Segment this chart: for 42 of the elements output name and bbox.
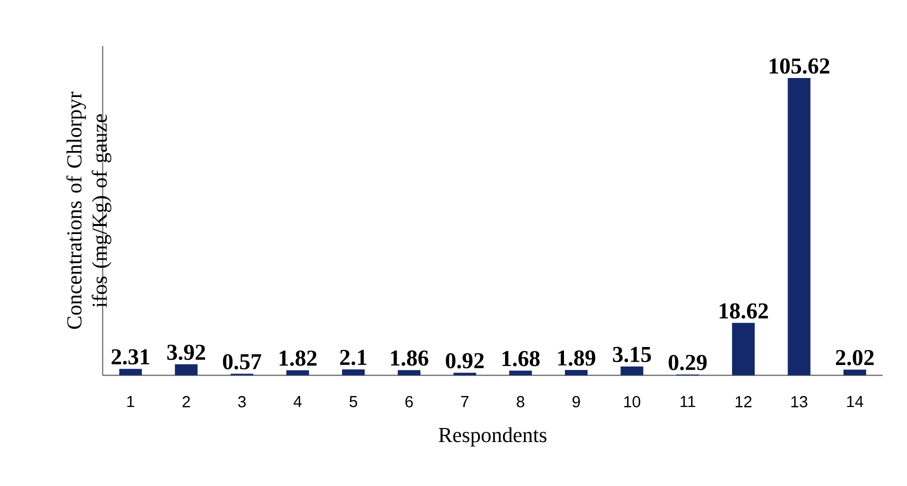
y-axis-title: Concentrations of Chlorpyr ifos (mg/Kg) of gauze	[66, 92, 112, 329]
data-label: 105.62	[770, 58, 830, 74]
bar	[119, 368, 142, 376]
x-tick-label: 12	[736, 396, 752, 408]
data-label: 1.68	[502, 350, 540, 366]
x-axis-title: Respondents	[438, 427, 546, 447]
x-tick-label: 14	[847, 396, 864, 408]
data-label: 18.62	[720, 303, 768, 319]
x-tick-label: 4	[294, 396, 302, 408]
bar	[398, 370, 420, 376]
x-tick-label: 1	[127, 396, 134, 408]
bar	[509, 370, 532, 376]
x-tick-label: 8	[516, 396, 524, 408]
data-label: 1.82	[280, 350, 317, 366]
data-label: 2.02	[836, 350, 874, 366]
data-label: 0.57	[222, 354, 262, 370]
x-tick-label: 13	[791, 396, 808, 408]
data-label: 3.15	[612, 346, 651, 362]
bar	[732, 322, 755, 376]
bar	[342, 369, 365, 376]
x-tick-label: 6	[405, 396, 413, 408]
data-label: 0.29	[668, 354, 707, 370]
bar	[453, 372, 476, 376]
bar	[174, 364, 198, 376]
data-label: 3.92	[167, 344, 206, 360]
data-label: 0.92	[446, 353, 484, 368]
bar	[564, 370, 588, 376]
bar	[286, 370, 310, 376]
x-tick-label: 9	[572, 396, 580, 408]
data-label: 2.1	[340, 350, 366, 366]
bar	[843, 370, 866, 376]
data-label: 1.86	[391, 350, 428, 366]
x-tick-label: 11	[680, 396, 696, 408]
data-label: 1.89	[558, 350, 596, 366]
data-label: 2.31	[112, 349, 150, 365]
x-tick-label: 3	[238, 396, 246, 408]
x-tick-label: 2	[182, 396, 190, 408]
x-tick-label: 5	[350, 396, 358, 408]
x-tick-label: 10	[624, 396, 640, 408]
bar	[788, 78, 810, 376]
x-tick-label: 7	[461, 396, 468, 408]
bar	[620, 366, 644, 376]
